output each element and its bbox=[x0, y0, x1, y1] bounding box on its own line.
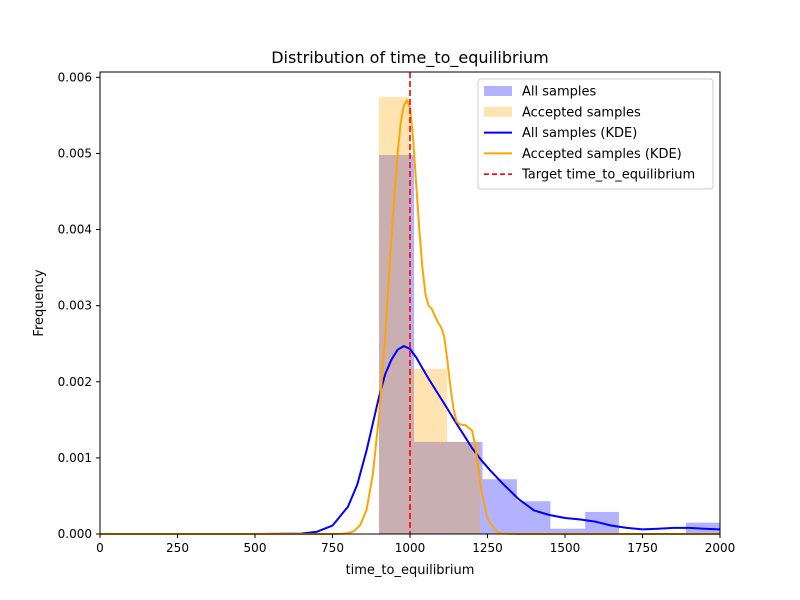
legend: All samples Accepted samples All samples (… bbox=[477, 78, 714, 190]
x-tick-label: 1000 bbox=[395, 541, 426, 555]
y-axis: 0.000 0.001 0.002 0.003 0.004 0.005 0.006 bbox=[58, 70, 100, 541]
x-tick-label: 750 bbox=[321, 541, 344, 555]
histogram-bar-accepted bbox=[379, 97, 410, 534]
histogram-bar-accepted bbox=[410, 368, 448, 534]
x-tick-label: 2000 bbox=[705, 541, 736, 555]
legend-label: All samples (KDE) bbox=[522, 126, 637, 141]
x-tick-label: 0 bbox=[96, 541, 104, 555]
legend-entry: Accepted samples (KDE) bbox=[484, 147, 682, 162]
histogram-bar-all bbox=[516, 501, 551, 534]
plot-area bbox=[100, 72, 721, 535]
histogram-bar-all bbox=[550, 528, 586, 534]
x-tick-label: 1500 bbox=[550, 541, 581, 555]
legend-entry: Target time_to_equilibrium bbox=[484, 168, 695, 183]
legend-entry: Accepted samples bbox=[484, 105, 641, 120]
legend-entry: All samples bbox=[484, 85, 597, 100]
x-axis-label: time_to_equilibrium bbox=[346, 563, 475, 578]
x-tick-label: 1250 bbox=[472, 541, 503, 555]
kde-line-accepted bbox=[100, 99, 720, 535]
legend-label: All samples bbox=[522, 85, 597, 100]
legend-label: Accepted samples bbox=[522, 105, 641, 120]
histogram-bar-accepted bbox=[447, 441, 481, 534]
kde-layer bbox=[100, 99, 721, 535]
legend-box bbox=[477, 78, 714, 190]
legend-swatch bbox=[484, 106, 512, 117]
legend-label: Accepted samples (KDE) bbox=[522, 147, 682, 162]
x-tick-label: 250 bbox=[166, 541, 189, 555]
y-tick-label: 0.000 bbox=[58, 527, 92, 541]
y-tick-label: 0.005 bbox=[58, 146, 92, 160]
legend-swatch bbox=[484, 86, 512, 96]
y-tick-label: 0.003 bbox=[58, 299, 92, 313]
legend-label: Target time_to_equilibrium bbox=[521, 168, 695, 183]
y-tick-label: 0.006 bbox=[58, 70, 92, 84]
kde-line-all bbox=[100, 345, 721, 535]
y-tick-label: 0.004 bbox=[58, 223, 92, 237]
x-tick-label: 1750 bbox=[627, 541, 658, 555]
y-tick-label: 0.001 bbox=[58, 451, 92, 465]
y-tick-label: 0.002 bbox=[58, 375, 92, 389]
histogram-bar-all bbox=[414, 441, 450, 534]
chart-title: Distribution of time_to_equilibrium bbox=[271, 48, 549, 68]
histogram-bar-all bbox=[482, 479, 517, 534]
x-tick-label: 500 bbox=[244, 541, 267, 555]
y-axis-label: Frequency bbox=[32, 269, 47, 336]
x-axis: 0 250 500 750 1000 1250 1500 1750 2000 bbox=[96, 534, 735, 555]
legend-entry: All samples (KDE) bbox=[484, 126, 637, 141]
